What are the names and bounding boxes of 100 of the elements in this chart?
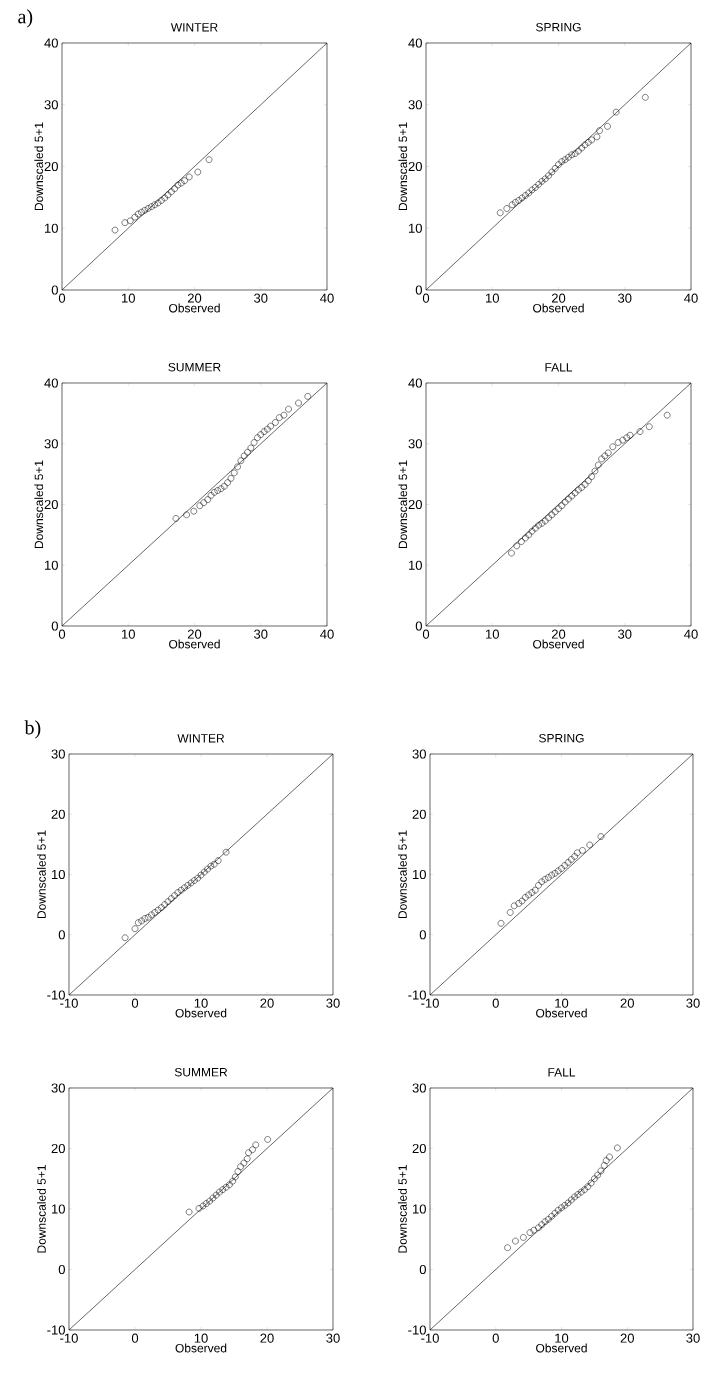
- y-axis-title: Downscaled 5+1: [398, 1165, 407, 1253]
- point: [564, 859, 572, 866]
- x-tick-label: 40: [684, 629, 698, 639]
- chart-title: SUMMER: [174, 1067, 228, 1077]
- point: [542, 175, 549, 183]
- point: [121, 219, 129, 226]
- point: [174, 181, 182, 189]
- point: [200, 499, 208, 506]
- point: [515, 900, 523, 907]
- point: [541, 876, 549, 883]
- point: [518, 897, 526, 905]
- point: [164, 898, 172, 905]
- chart-title: WINTER: [177, 734, 225, 743]
- y-tick-label: 0: [51, 285, 58, 295]
- point: [606, 1153, 613, 1161]
- y-tick-label: 10: [413, 1204, 426, 1214]
- point: [121, 934, 129, 942]
- point: [597, 1167, 605, 1175]
- y-tick-label: 10: [51, 1204, 65, 1214]
- text: b): [24, 720, 41, 739]
- point: [542, 517, 549, 525]
- point: [602, 1157, 610, 1164]
- point: [260, 428, 268, 435]
- point: [594, 1171, 601, 1179]
- x-axis-title: Observed: [533, 303, 584, 313]
- y-tick-label: 20: [44, 499, 58, 510]
- x-tick-label: 10: [122, 293, 135, 303]
- point: [528, 889, 536, 896]
- point: [216, 1188, 223, 1196]
- point: [508, 201, 516, 209]
- y-tick-label: 20: [51, 1143, 65, 1154]
- point: [554, 867, 562, 875]
- x-tick-label: 10: [194, 998, 208, 1008]
- y-tick-label: -10: [47, 990, 65, 1000]
- point: [199, 1202, 207, 1210]
- point: [111, 226, 119, 234]
- y-tick-label: 0: [58, 930, 65, 940]
- y-tick-label: 10: [44, 560, 58, 570]
- y-tick-label: 30: [412, 1083, 426, 1093]
- point: [503, 205, 511, 212]
- point: [515, 197, 522, 204]
- point: [194, 168, 202, 176]
- x-axis-title: Observed: [536, 1008, 587, 1018]
- point: [151, 909, 159, 916]
- point: [138, 208, 145, 216]
- point: [247, 444, 255, 452]
- point: [578, 484, 585, 491]
- point: [131, 213, 139, 221]
- point: [154, 199, 162, 207]
- point: [285, 405, 292, 413]
- point: [568, 151, 575, 158]
- point: [252, 1141, 260, 1149]
- y-tick-label: 20: [44, 161, 58, 172]
- point: [144, 205, 152, 212]
- x-tick-label: 20: [187, 293, 202, 303]
- x-tick-label: 40: [684, 293, 698, 303]
- chart-title: SPRING: [536, 22, 581, 32]
- point: [234, 1168, 242, 1175]
- y-tick-label: -10: [408, 1325, 426, 1335]
- y-tick-label: 0: [58, 1264, 65, 1275]
- point: [174, 889, 182, 896]
- point: [219, 1186, 227, 1193]
- point: [207, 492, 215, 499]
- point: [577, 1188, 585, 1196]
- point: [134, 210, 142, 218]
- point: [561, 498, 569, 506]
- point: [636, 428, 644, 435]
- x-tick-label: 30: [686, 998, 700, 1008]
- point: [586, 841, 594, 849]
- y-tick-label: 30: [44, 439, 58, 449]
- point: [226, 1181, 233, 1189]
- point: [561, 862, 569, 869]
- point: [506, 909, 514, 916]
- point: [184, 882, 192, 889]
- x-tick-label: 10: [555, 998, 569, 1008]
- point: [581, 481, 589, 488]
- point: [551, 508, 559, 516]
- x-axis-title: Observed: [175, 1008, 227, 1018]
- point: [131, 925, 139, 932]
- point: [574, 1191, 582, 1198]
- point: [508, 549, 515, 557]
- y-tick-label: 0: [419, 1264, 426, 1275]
- point: [612, 108, 620, 116]
- point: [571, 150, 579, 157]
- point: [538, 520, 546, 527]
- point: [204, 496, 211, 503]
- point: [217, 485, 225, 492]
- y-tick-label: 30: [51, 749, 65, 759]
- chart-title: SPRING: [539, 733, 584, 743]
- point: [518, 194, 526, 202]
- point: [538, 1221, 546, 1228]
- y-tick-label: 40: [44, 378, 58, 388]
- point: [561, 156, 569, 163]
- x-tick-label: 10: [194, 1333, 208, 1343]
- x-tick-label: 10: [486, 293, 499, 303]
- point: [178, 179, 185, 187]
- point: [187, 879, 195, 887]
- point: [214, 857, 222, 864]
- y-tick-label: 10: [44, 223, 58, 233]
- point: [276, 414, 283, 421]
